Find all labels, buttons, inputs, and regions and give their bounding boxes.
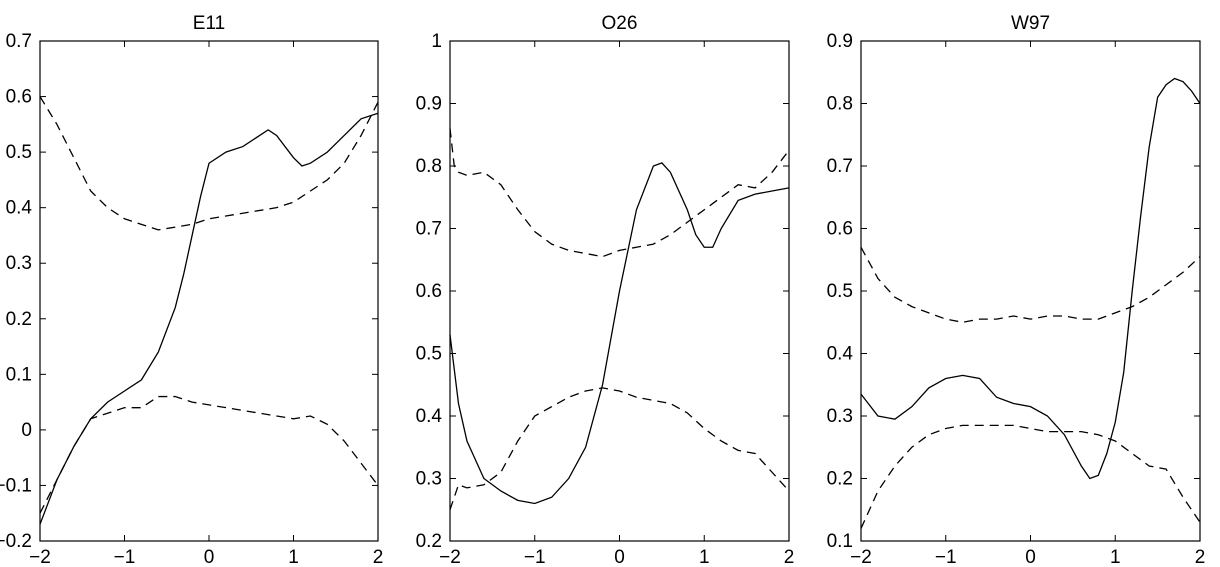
y-tick-label: 0.3 (6, 253, 32, 274)
chart-title: E11 (193, 13, 225, 34)
y-tick-label: 0.2 (6, 309, 32, 330)
chart-panel-3: W97 −2 −1 0 1 2 0.1 0.2 0.3 0.4 0.5 0.6 0.7 0.8 0.9 (827, 13, 1206, 567)
y-tick-label: 0.3 (416, 469, 442, 490)
y-tick-label: 0.4 (416, 406, 443, 427)
y-tick-label: 0.2 (827, 469, 853, 490)
x-tick-label: −1 (524, 547, 546, 567)
x-tick-label: 0 (614, 547, 625, 567)
chart-title: O26 (602, 13, 638, 34)
y-tick-label: 0.8 (827, 94, 853, 115)
x-tick-label: −2 (439, 547, 461, 567)
chart-panel-2: O26 −2 −1 0 1 2 0.2 0.3 0.4 0.5 0.6 0.7 0.8 0.9 1 (416, 13, 795, 567)
series-line-2 (449, 128, 790, 258)
chart-panel-1: E11 −2 −1 0 1 2 −0.2 −0.1 0 0.1 0.2 0.3 0.4 0.5 0.6 0.7 (0, 13, 383, 567)
y-tick-label: 0.5 (416, 344, 442, 365)
y-tick-label: 0.3 (827, 406, 853, 427)
y-tick-label: 0.6 (416, 281, 442, 302)
y-tick-label: 0.1 (6, 364, 32, 385)
x-tick-label: 2 (1195, 547, 1206, 567)
x-tick-label: −1 (114, 547, 136, 567)
axes-frame (39, 40, 379, 542)
x-tick-label: −2 (29, 547, 51, 567)
y-tick-label: −0.1 (0, 475, 32, 496)
y-tick-label: 0.2 (416, 531, 442, 552)
x-tick-label: 1 (288, 547, 299, 567)
y-tick-label: −0.2 (0, 531, 32, 552)
y-tick-label: 0 (21, 420, 32, 441)
y-tick-label: 0.1 (827, 531, 853, 552)
series-line-1 (860, 77, 1201, 480)
y-tick-label: 1 (431, 31, 442, 52)
y-tick-label: 0.4 (827, 344, 854, 365)
x-tick-label: −2 (850, 547, 872, 567)
x-tick-label: 1 (1110, 547, 1121, 567)
y-tick-label: 0.9 (827, 31, 853, 52)
y-tick-label: 0.6 (6, 87, 32, 108)
y-tick-label: 0.7 (827, 156, 853, 177)
x-tick-label: 1 (699, 547, 710, 567)
y-tick-label: 0.6 (827, 219, 853, 240)
x-tick-label: 0 (1025, 547, 1036, 567)
y-tick-label: 0.7 (6, 31, 32, 52)
series-line-1 (39, 112, 379, 525)
y-tick-label: 0.7 (416, 219, 442, 240)
series-line-3 (39, 395, 379, 514)
y-tick-label: 0.9 (416, 94, 442, 115)
y-tick-label: 0.8 (416, 156, 442, 177)
series-line-3 (860, 424, 1201, 529)
y-tick-label: 0.5 (6, 142, 32, 163)
y-tick-label: 0.4 (6, 198, 33, 219)
x-tick-label: 0 (204, 547, 215, 567)
chart-title: W97 (1011, 13, 1050, 34)
series-line-3 (449, 387, 790, 510)
x-tick-label: 2 (784, 547, 795, 567)
series-line-2 (860, 246, 1201, 323)
x-tick-label: −1 (935, 547, 957, 567)
y-tick-label: 0.5 (827, 281, 853, 302)
x-tick-label: 2 (373, 547, 384, 567)
series-line-1 (449, 162, 790, 505)
